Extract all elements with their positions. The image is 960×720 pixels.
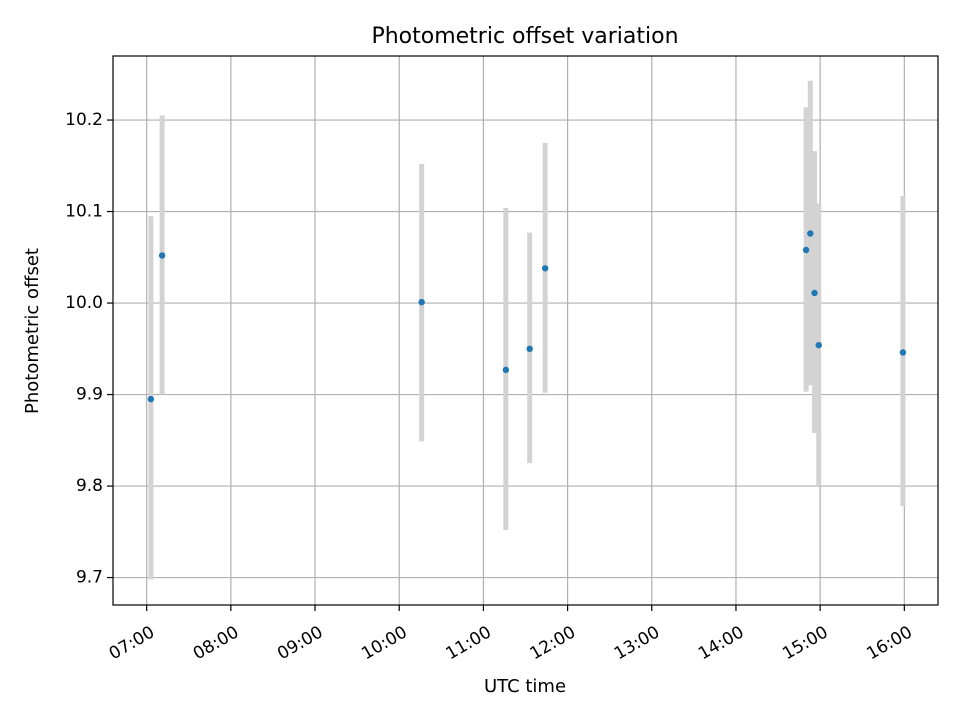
plot-frame [112, 55, 939, 606]
y-tick-label: 9.9 [76, 385, 103, 405]
data-points [147, 230, 907, 403]
data-point [802, 246, 810, 254]
y-tick-label: 10.2 [65, 110, 103, 130]
y-axis-label: Photometric offset [22, 248, 43, 414]
data-point [526, 345, 533, 352]
data-point [807, 230, 814, 237]
chart-title: Photometric offset variation [371, 24, 678, 49]
data-point [418, 298, 425, 306]
data-point [811, 289, 818, 297]
data-point [899, 349, 907, 356]
plot-area [113, 56, 938, 605]
y-axis-ticks: 9.7 9.8 9.9 10.0 10.1 10.2 [65, 110, 113, 588]
y-tick-label: 10.0 [65, 293, 103, 313]
data-point [541, 265, 549, 272]
y-tick-label: 9.7 [76, 568, 103, 588]
y-tick-label: 9.8 [76, 476, 103, 496]
data-point [147, 395, 155, 403]
x-axis-label: UTC time [484, 676, 566, 697]
data-point [502, 366, 510, 374]
data-point [158, 252, 166, 259]
grid [113, 56, 938, 605]
data-point [815, 341, 822, 349]
y-tick-label: 10.1 [65, 202, 103, 222]
